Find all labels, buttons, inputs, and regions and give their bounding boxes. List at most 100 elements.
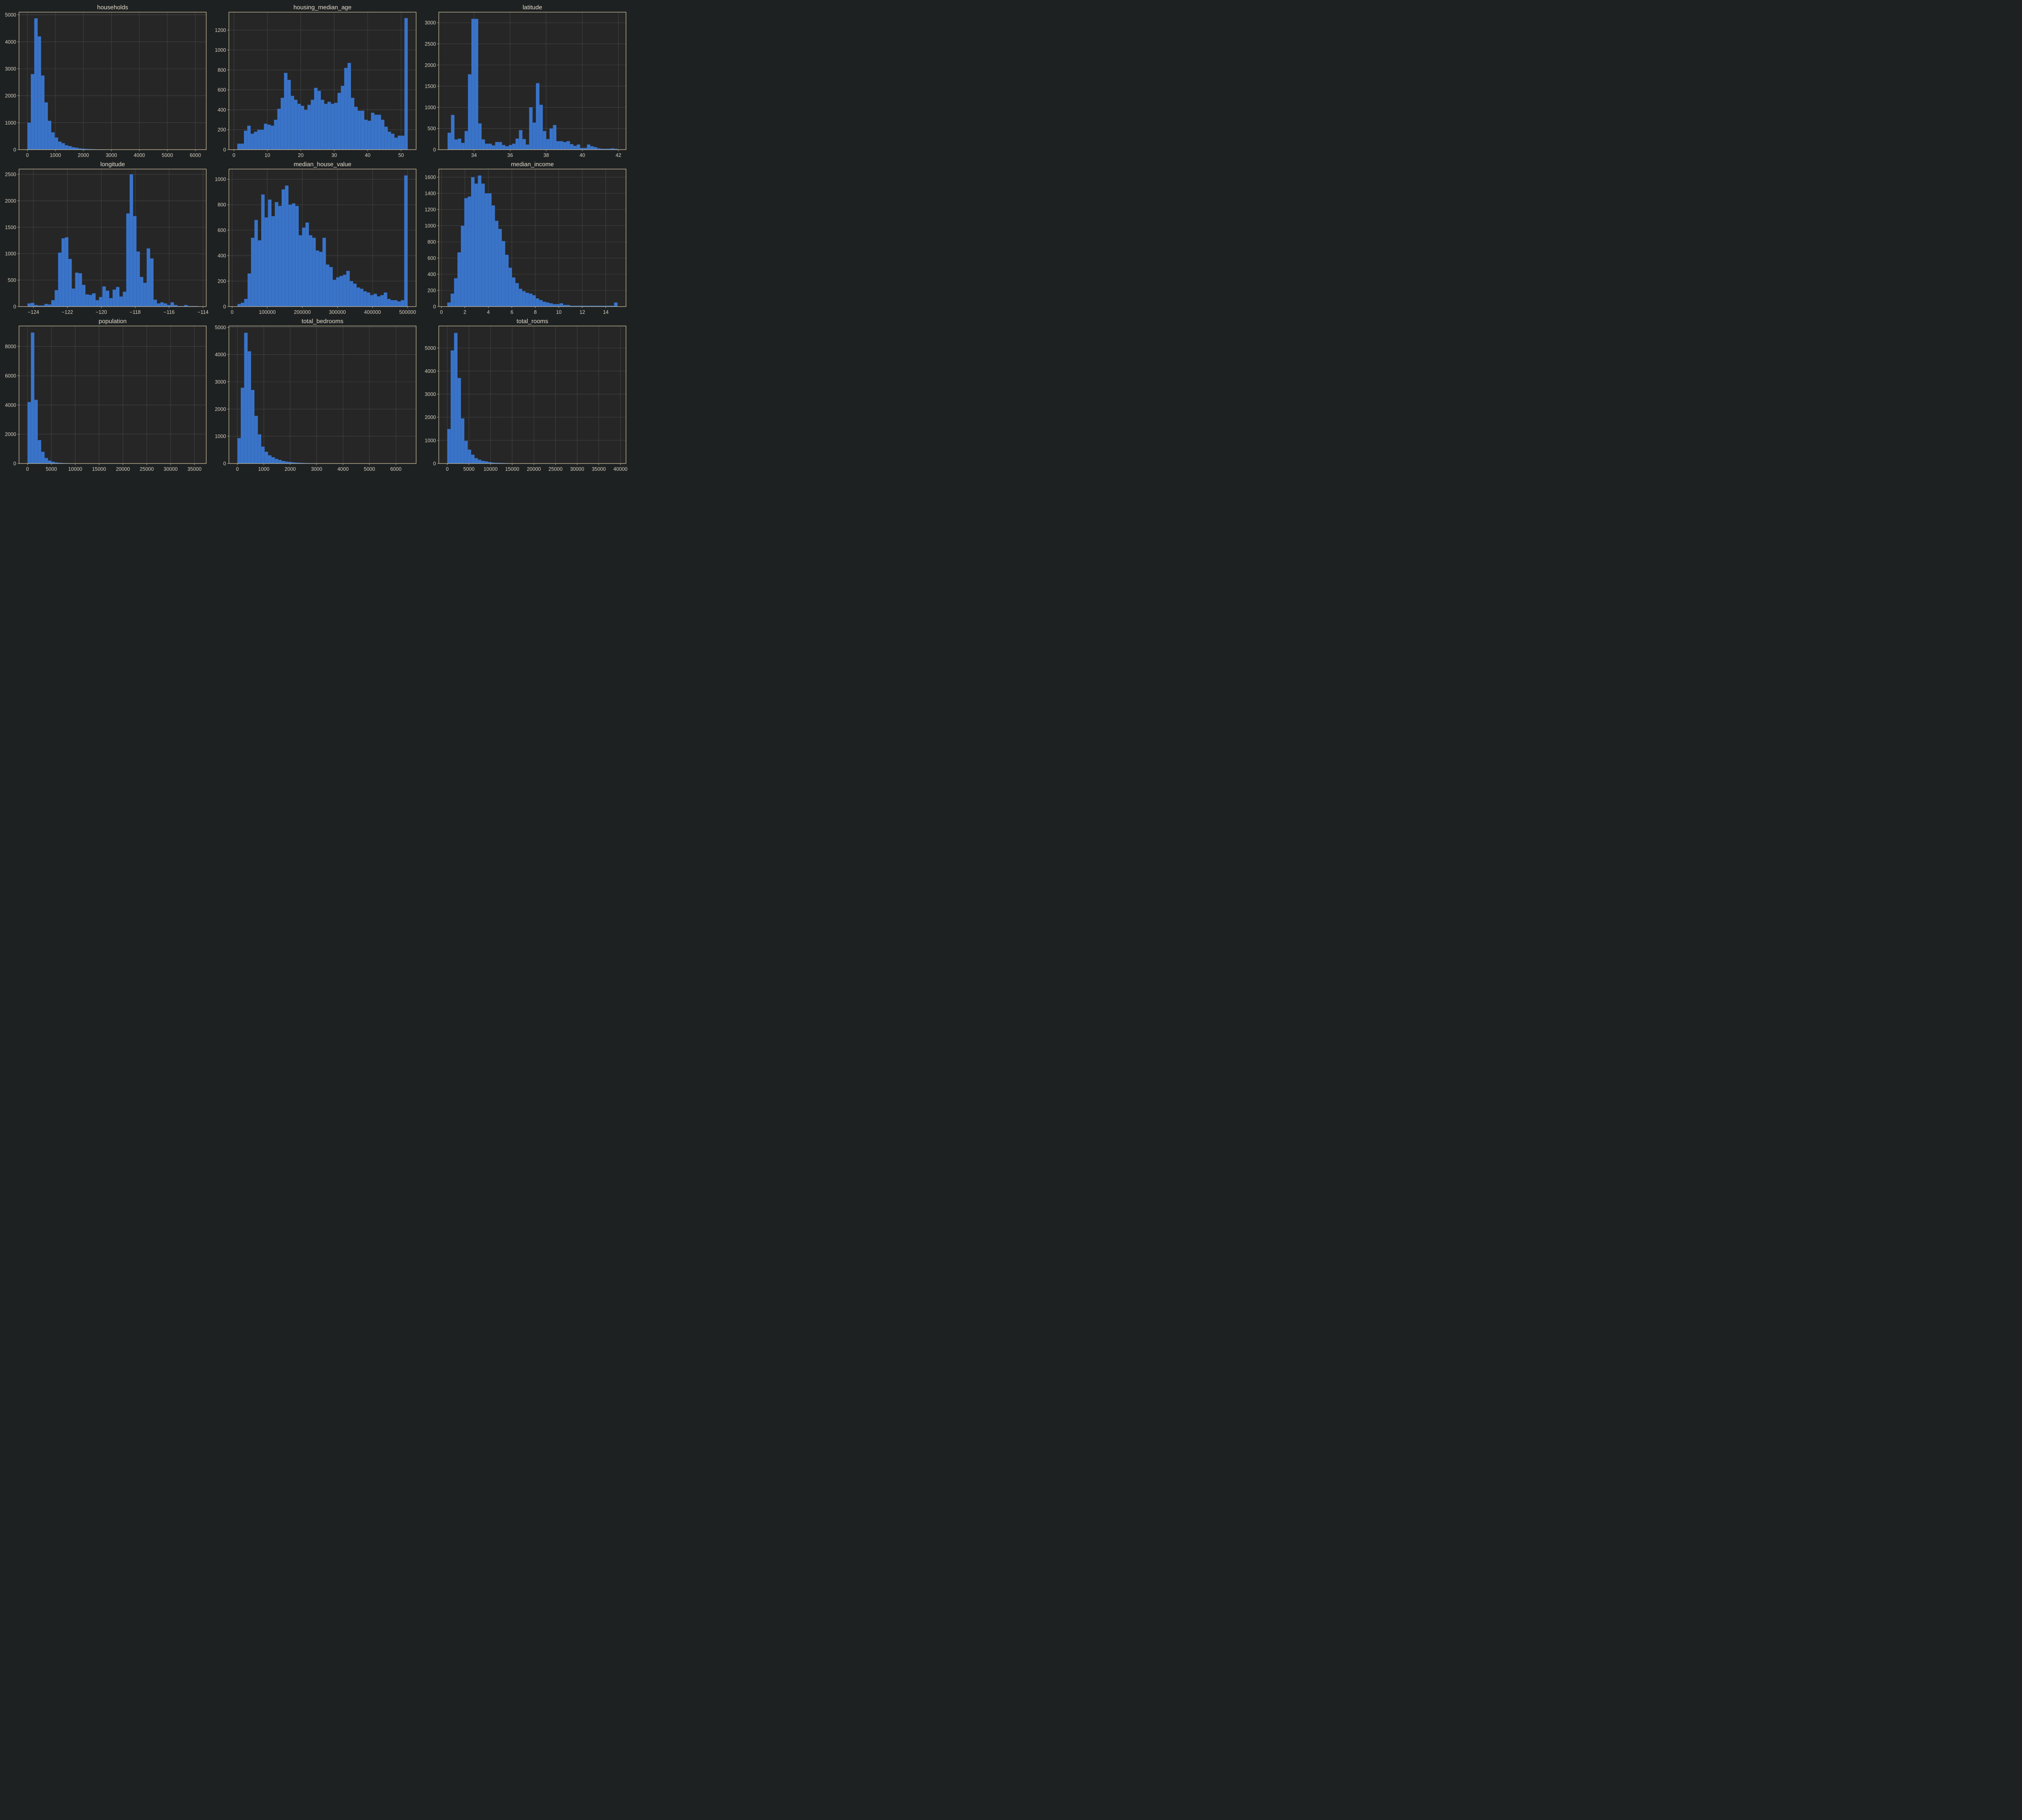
y-tick-label: 800 [218, 67, 226, 73]
y-tick-label: 200 [218, 127, 226, 133]
x-tick-label: 4000 [337, 466, 349, 472]
x-tick-label: 5000 [162, 152, 173, 158]
x-tick-label: 30 [331, 152, 337, 158]
histogram-bar [495, 220, 499, 307]
histogram-bar [529, 107, 533, 150]
histogram-bar [552, 304, 556, 307]
histogram-bar [116, 287, 120, 307]
histogram-bar [464, 440, 468, 464]
histogram-bar [295, 206, 299, 307]
x-tick-label: 42 [615, 152, 621, 158]
histogram-bar [467, 196, 472, 307]
histogram-bar [384, 127, 388, 150]
y-tick-label: 1000 [215, 177, 226, 182]
histogram-bar [381, 119, 385, 150]
y-tick-label: 2000 [5, 432, 16, 437]
histogram-bar [535, 298, 539, 307]
histogram-bar [491, 145, 495, 150]
histogram-bar [254, 415, 258, 464]
y-tick-label: 200 [218, 279, 226, 284]
histogram-bar [250, 133, 254, 150]
histogram-bar [563, 142, 567, 150]
histogram-bar [281, 189, 286, 307]
y-tick-label: 1000 [215, 434, 226, 439]
y-tick-label: 2000 [215, 406, 226, 412]
plot-frame [19, 326, 207, 464]
histogram-bar [347, 63, 351, 150]
histogram-bar [512, 277, 516, 307]
histogram-bar [357, 110, 361, 150]
histogram-bar [539, 300, 543, 307]
histogram-bar [305, 222, 309, 307]
histogram-bar [474, 19, 478, 150]
histogram-bar [336, 277, 340, 307]
histogram-bar [542, 131, 546, 150]
subplot-median-house-value: 0 100000 200000 300000 400000 500000 0 200 400 60… [215, 161, 417, 315]
histogram-bar [31, 303, 35, 307]
x-tick-label: 12 [580, 309, 585, 315]
y-tick-label: 1000 [5, 120, 16, 126]
histogram-bar [285, 461, 289, 464]
x-tick-label: 5000 [463, 466, 475, 472]
histogram-bar [102, 286, 106, 307]
histogram-bar [583, 148, 587, 150]
histogram-grid-figure: 0 1000 2000 3000 4000 5000 6000010002000300040… [0, 0, 634, 476]
y-tick-label: 1000 [215, 47, 226, 53]
histogram-bar [364, 119, 368, 150]
y-tick-label: 5000 [425, 345, 436, 351]
histogram-bar [315, 250, 319, 307]
histogram-bar [48, 460, 52, 464]
histogram-bar [454, 278, 458, 307]
histogram-bar [157, 303, 161, 307]
y-tick-label: 2000 [425, 415, 436, 420]
histogram-bar [271, 125, 274, 150]
histogram-bar [72, 288, 76, 307]
x-tick-label: 25000 [548, 466, 563, 472]
histogram-bar [481, 139, 485, 150]
histogram-bar [244, 298, 248, 307]
y-tick-label: 5000 [5, 12, 16, 18]
histogram-bar [254, 220, 258, 307]
histogram-bar [447, 429, 451, 464]
histogram-bar [280, 97, 284, 150]
histogram-bar [278, 460, 282, 464]
histogram-bar [518, 288, 522, 307]
histogram-bar [311, 99, 315, 150]
y-tick-label: 2000 [5, 93, 16, 99]
histogram-bar [247, 125, 251, 150]
histogram-bar [258, 434, 262, 464]
histogram-bar [271, 457, 275, 464]
histogram-bar [61, 238, 65, 307]
x-tick-label: 1000 [50, 152, 61, 158]
histogram-bar [321, 99, 324, 150]
histogram-bar [478, 459, 482, 464]
histogram-bar [264, 217, 269, 307]
histogram-bar [339, 276, 343, 307]
histogram-bar [240, 144, 244, 150]
histogram-bar [109, 298, 113, 307]
y-tick-label: 500 [8, 277, 16, 283]
histogram-bar [75, 273, 79, 307]
histogram-bar [467, 449, 472, 464]
histogram-bar [461, 418, 465, 464]
x-tick-label: 0 [26, 152, 29, 158]
x-tick-label: 0 [440, 309, 443, 315]
histogram-bar [41, 451, 45, 464]
y-tick-label: 1200 [425, 207, 436, 213]
histogram-bar [387, 131, 391, 150]
histogram-bar [285, 185, 289, 307]
histogram-bar [58, 141, 62, 150]
x-tick-label: 35000 [592, 466, 606, 472]
histogram-bar [451, 293, 455, 307]
histogram-bar [471, 19, 475, 150]
y-tick-label: 800 [218, 202, 226, 208]
histogram-bar [461, 225, 465, 307]
y-tick-label: 1600 [425, 175, 436, 180]
y-tick-label: 0 [13, 147, 16, 153]
histogram-bar [300, 106, 305, 150]
histogram-bar [322, 237, 326, 307]
plot-frame [228, 326, 417, 464]
histogram-bar [529, 293, 533, 307]
x-tick-label: 10 [556, 309, 562, 315]
y-tick-label: 8000 [5, 344, 16, 349]
